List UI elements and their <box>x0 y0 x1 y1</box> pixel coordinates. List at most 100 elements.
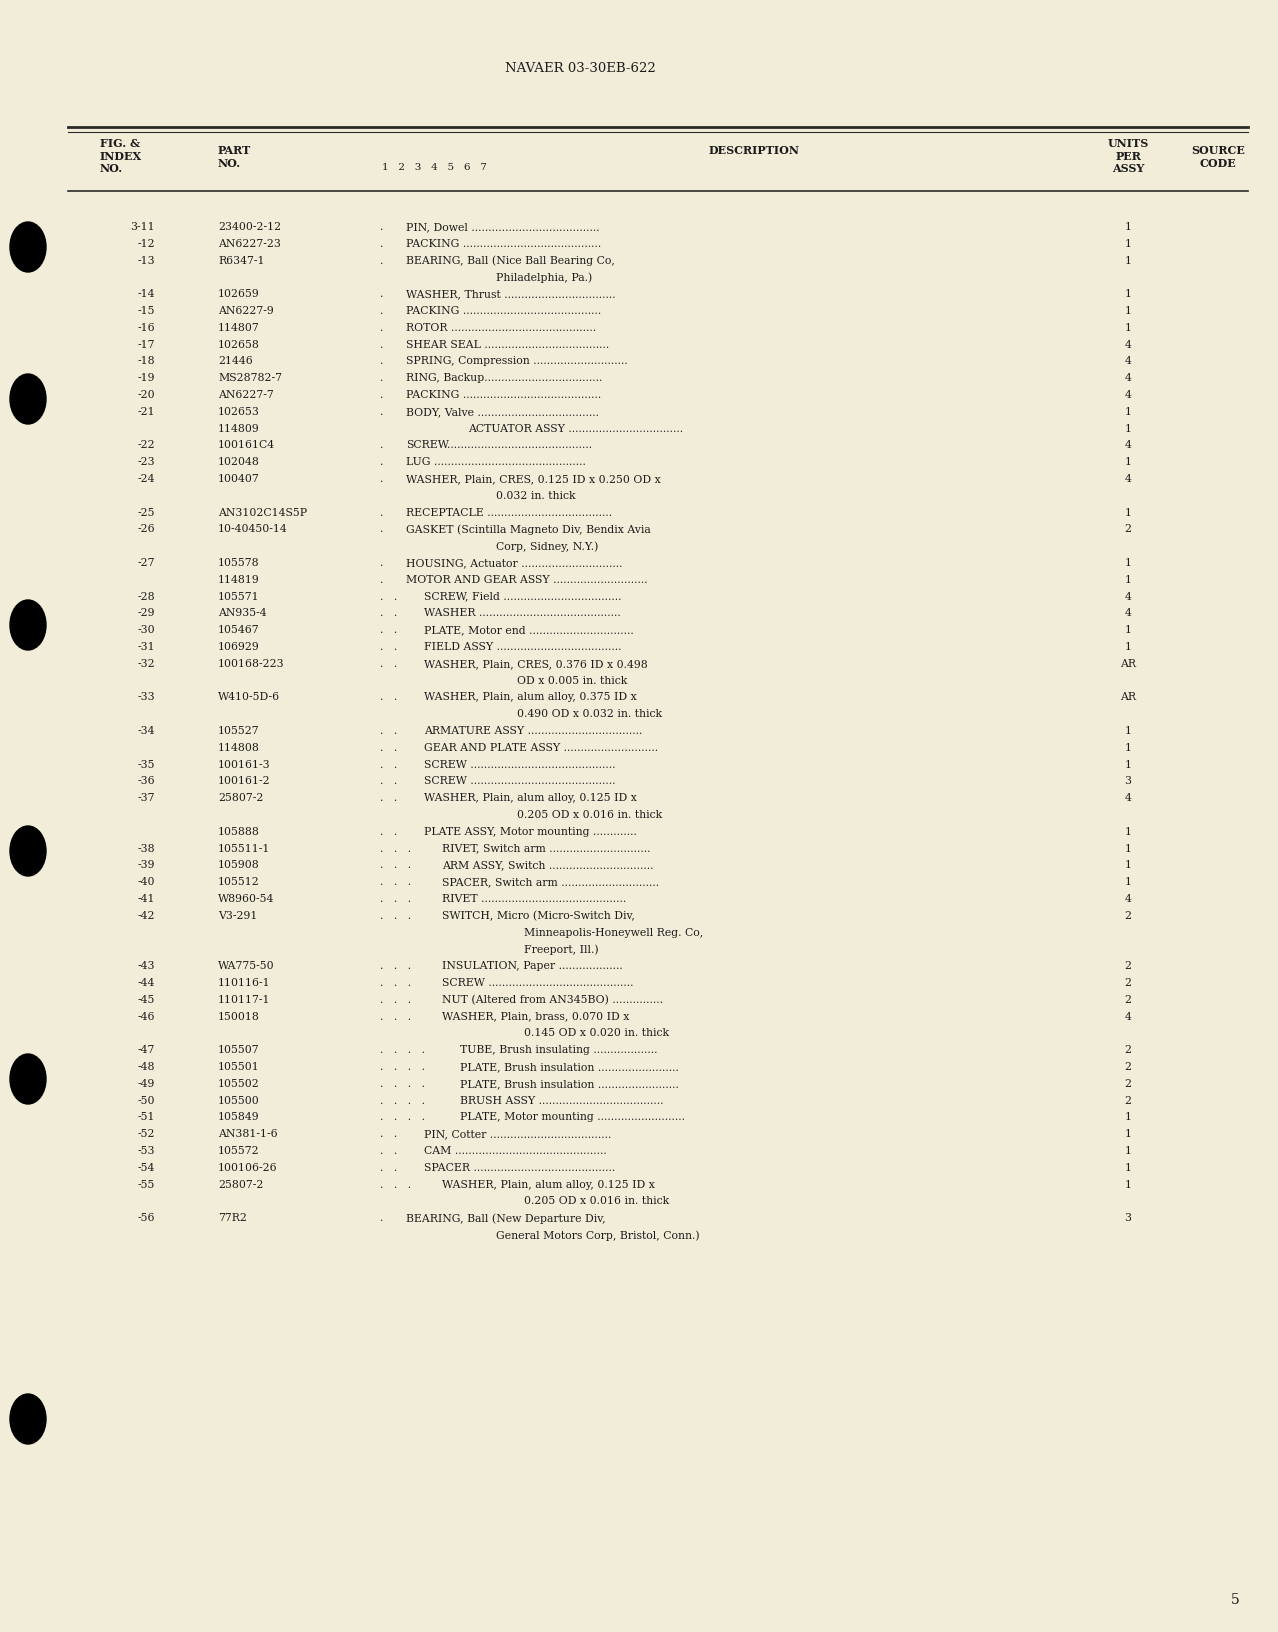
Text: 1: 1 <box>1125 726 1131 736</box>
Text: .   .   .: . . . <box>380 911 412 920</box>
Text: 4: 4 <box>1125 591 1131 601</box>
Text: .: . <box>380 289 383 299</box>
Text: .   .   .: . . . <box>380 994 412 1004</box>
Text: SHEAR SEAL .....................................: SHEAR SEAL .............................… <box>406 339 610 349</box>
Text: PACKING .........................................: PACKING ................................… <box>406 390 601 400</box>
Text: 1: 1 <box>1125 305 1131 317</box>
Text: CODE: CODE <box>1200 158 1236 168</box>
Text: 102048: 102048 <box>219 457 259 467</box>
Text: .: . <box>380 222 383 232</box>
Text: BEARING, Ball (New Departure Div,: BEARING, Ball (New Departure Div, <box>406 1213 606 1222</box>
Text: HOUSING, Actuator ..............................: HOUSING, Actuator ......................… <box>406 558 622 568</box>
Text: 105511-1: 105511-1 <box>219 844 271 854</box>
Text: 4: 4 <box>1125 374 1131 384</box>
Text: 1: 1 <box>1125 423 1131 434</box>
Text: NO.: NO. <box>100 163 123 175</box>
Text: .: . <box>380 558 383 568</box>
Text: .   .   .   .: . . . . <box>380 1061 426 1071</box>
Text: 4: 4 <box>1125 441 1131 450</box>
Text: 100106-26: 100106-26 <box>219 1162 277 1172</box>
Text: -26: -26 <box>137 524 155 534</box>
Text: Minneapolis-Honeywell Reg. Co,: Minneapolis-Honeywell Reg. Co, <box>468 927 703 937</box>
Text: 105467: 105467 <box>219 625 259 635</box>
Text: 1: 1 <box>1125 1128 1131 1139</box>
Text: .: . <box>380 374 383 384</box>
Text: -20: -20 <box>137 390 155 400</box>
Text: MOTOR AND GEAR ASSY ............................: MOTOR AND GEAR ASSY ....................… <box>406 574 648 584</box>
Text: -47: -47 <box>138 1044 155 1054</box>
Ellipse shape <box>10 826 46 876</box>
Text: BODY, Valve ....................................: BODY, Valve ............................… <box>406 406 599 416</box>
Text: .: . <box>380 356 383 366</box>
Text: ASSY: ASSY <box>1112 163 1144 175</box>
Text: .   .   .: . . . <box>380 860 412 870</box>
Text: WASHER, Thrust .................................: WASHER, Thrust .........................… <box>406 289 616 299</box>
Text: 2: 2 <box>1125 1044 1131 1054</box>
Text: 2: 2 <box>1125 1095 1131 1105</box>
Text: PLATE, Brush insulation ........................: PLATE, Brush insulation ................… <box>460 1061 679 1071</box>
Text: 110116-1: 110116-1 <box>219 978 271 987</box>
Text: 23400-2-12: 23400-2-12 <box>219 222 281 232</box>
Text: .   .: . . <box>380 1146 397 1155</box>
Text: 0.490 OD x 0.032 in. thick: 0.490 OD x 0.032 in. thick <box>468 708 662 718</box>
Text: AN6227-9: AN6227-9 <box>219 305 273 317</box>
Text: -44: -44 <box>138 978 155 987</box>
Text: 77R2: 77R2 <box>219 1213 247 1222</box>
Text: .   .: . . <box>380 826 397 836</box>
Text: 1: 1 <box>1125 641 1131 651</box>
Text: INDEX: INDEX <box>100 150 142 162</box>
Text: General Motors Corp, Bristol, Conn.): General Motors Corp, Bristol, Conn.) <box>468 1229 699 1240</box>
Text: RIVET, Switch arm ..............................: RIVET, Switch arm ......................… <box>442 844 651 854</box>
Text: .: . <box>380 441 383 450</box>
Text: 105512: 105512 <box>219 876 259 886</box>
Text: 2: 2 <box>1125 961 1131 971</box>
Text: SCREW ...........................................: SCREW ..................................… <box>442 978 634 987</box>
Text: PIN, Dowel ......................................: PIN, Dowel .............................… <box>406 222 599 232</box>
Text: SPRING, Compression ............................: SPRING, Compression ....................… <box>406 356 627 366</box>
Text: -43: -43 <box>138 961 155 971</box>
Text: 1: 1 <box>1125 289 1131 299</box>
Text: FIELD ASSY .....................................: FIELD ASSY .............................… <box>424 641 621 651</box>
Text: AR: AR <box>1120 692 1136 702</box>
Text: WASHER, Plain, brass, 0.070 ID x: WASHER, Plain, brass, 0.070 ID x <box>442 1010 629 1022</box>
Text: -24: -24 <box>138 473 155 483</box>
Text: MS28782-7: MS28782-7 <box>219 374 282 384</box>
Text: WASHER ..........................................: WASHER .................................… <box>424 609 621 619</box>
Text: SCREW, Field ...................................: SCREW, Field ...........................… <box>424 591 621 601</box>
Text: SPACER, Switch arm .............................: SPACER, Switch arm .....................… <box>442 876 659 886</box>
Text: -23: -23 <box>137 457 155 467</box>
Text: WASHER, Plain, CRES, 0.125 ID x 0.250 OD x: WASHER, Plain, CRES, 0.125 ID x 0.250 OD… <box>406 473 661 483</box>
Text: -25: -25 <box>138 508 155 517</box>
Text: NAVAER 03-30EB-622: NAVAER 03-30EB-622 <box>505 62 656 75</box>
Text: 1: 1 <box>1125 1111 1131 1121</box>
Text: 1: 1 <box>1125 743 1131 752</box>
Text: V3-291: V3-291 <box>219 911 257 920</box>
Text: -33: -33 <box>137 692 155 702</box>
Text: 25807-2: 25807-2 <box>219 1178 263 1188</box>
Text: ROTOR ...........................................: ROTOR ..................................… <box>406 323 596 333</box>
Text: 105908: 105908 <box>219 860 259 870</box>
Text: -14: -14 <box>138 289 155 299</box>
Text: WASHER, Plain, alum alloy, 0.125 ID x: WASHER, Plain, alum alloy, 0.125 ID x <box>424 793 636 803</box>
Text: 0.032 in. thick: 0.032 in. thick <box>468 491 575 501</box>
Text: .   .   .: . . . <box>380 876 412 886</box>
Text: BRUSH ASSY .....................................: BRUSH ASSY .............................… <box>460 1095 663 1105</box>
Text: 114819: 114819 <box>219 574 259 584</box>
Text: AN935-4: AN935-4 <box>219 609 267 619</box>
Text: .: . <box>380 524 383 534</box>
Text: -41: -41 <box>138 893 155 904</box>
Text: 10-40450-14: 10-40450-14 <box>219 524 288 534</box>
Text: AN6227-7: AN6227-7 <box>219 390 273 400</box>
Text: -56: -56 <box>138 1213 155 1222</box>
Text: 3-11: 3-11 <box>130 222 155 232</box>
Text: .: . <box>380 457 383 467</box>
Text: -49: -49 <box>138 1079 155 1089</box>
Text: 0.205 OD x 0.016 in. thick: 0.205 OD x 0.016 in. thick <box>468 1196 670 1206</box>
Text: 4: 4 <box>1125 1010 1131 1022</box>
Text: PART: PART <box>219 145 252 157</box>
Text: FIG. &: FIG. & <box>100 139 141 149</box>
Text: AN6227-23: AN6227-23 <box>219 238 281 248</box>
Text: -32: -32 <box>137 658 155 669</box>
Text: PLATE, Motor end ...............................: PLATE, Motor end .......................… <box>424 625 634 635</box>
Text: -15: -15 <box>138 305 155 317</box>
